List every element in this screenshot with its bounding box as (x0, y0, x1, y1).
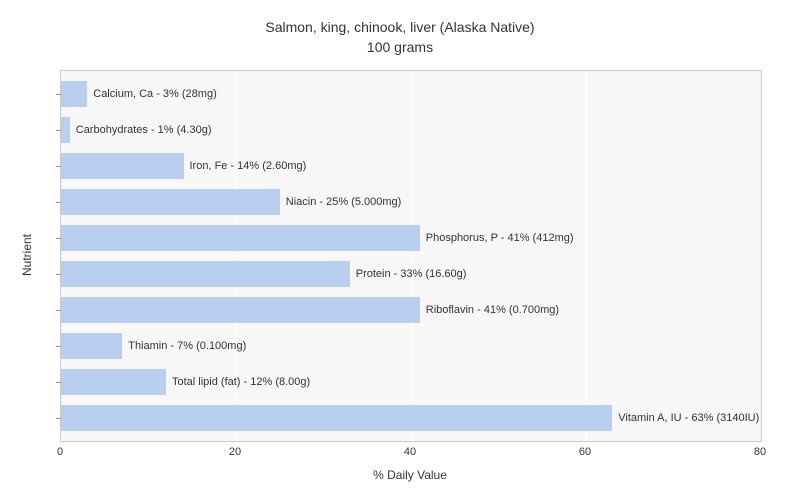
bar-label: Protein - 33% (16.60g) (356, 261, 467, 287)
title-line-2: 100 grams (367, 39, 433, 55)
y-axis-label: Nutrient (20, 234, 34, 276)
bar (61, 405, 612, 431)
title-line-1: Salmon, king, chinook, liver (Alaska Nat… (265, 19, 534, 35)
gridline (411, 71, 412, 441)
bar-label: Vitamin A, IU - 63% (3140IU) (618, 405, 759, 431)
x-tick-label: 80 (754, 446, 766, 458)
x-tick-label: 20 (229, 446, 241, 458)
bar (61, 333, 122, 359)
bar (61, 153, 184, 179)
chart-title: Salmon, king, chinook, liver (Alaska Nat… (0, 0, 800, 57)
bar-label: Phosphorus, P - 41% (412mg) (426, 225, 574, 251)
bar (61, 225, 420, 251)
plot-area: Calcium, Ca - 3% (28mg) Carbohydrates - 1… (60, 70, 762, 442)
bar (61, 297, 420, 323)
bar-label: Thiamin - 7% (0.100mg) (128, 333, 246, 359)
bar (61, 189, 280, 215)
bar-label: Carbohydrates - 1% (4.30g) (76, 117, 212, 143)
bar (61, 261, 350, 287)
x-tick-label: 40 (404, 446, 416, 458)
chart-container: Salmon, king, chinook, liver (Alaska Nat… (0, 0, 800, 500)
gridline (586, 71, 587, 441)
bar-label: Riboflavin - 41% (0.700mg) (426, 297, 559, 323)
bar-label: Calcium, Ca - 3% (28mg) (93, 81, 216, 107)
bar (61, 369, 166, 395)
bar-label: Total lipid (fat) - 12% (8.00g) (172, 369, 310, 395)
bar (61, 81, 87, 107)
x-axis-label: % Daily Value (373, 468, 447, 482)
bar-label: Iron, Fe - 14% (2.60mg) (190, 153, 307, 179)
x-tick-label: 0 (57, 446, 63, 458)
x-tick-label: 60 (579, 446, 591, 458)
bar (61, 117, 70, 143)
bar-label: Niacin - 25% (5.000mg) (286, 189, 402, 215)
